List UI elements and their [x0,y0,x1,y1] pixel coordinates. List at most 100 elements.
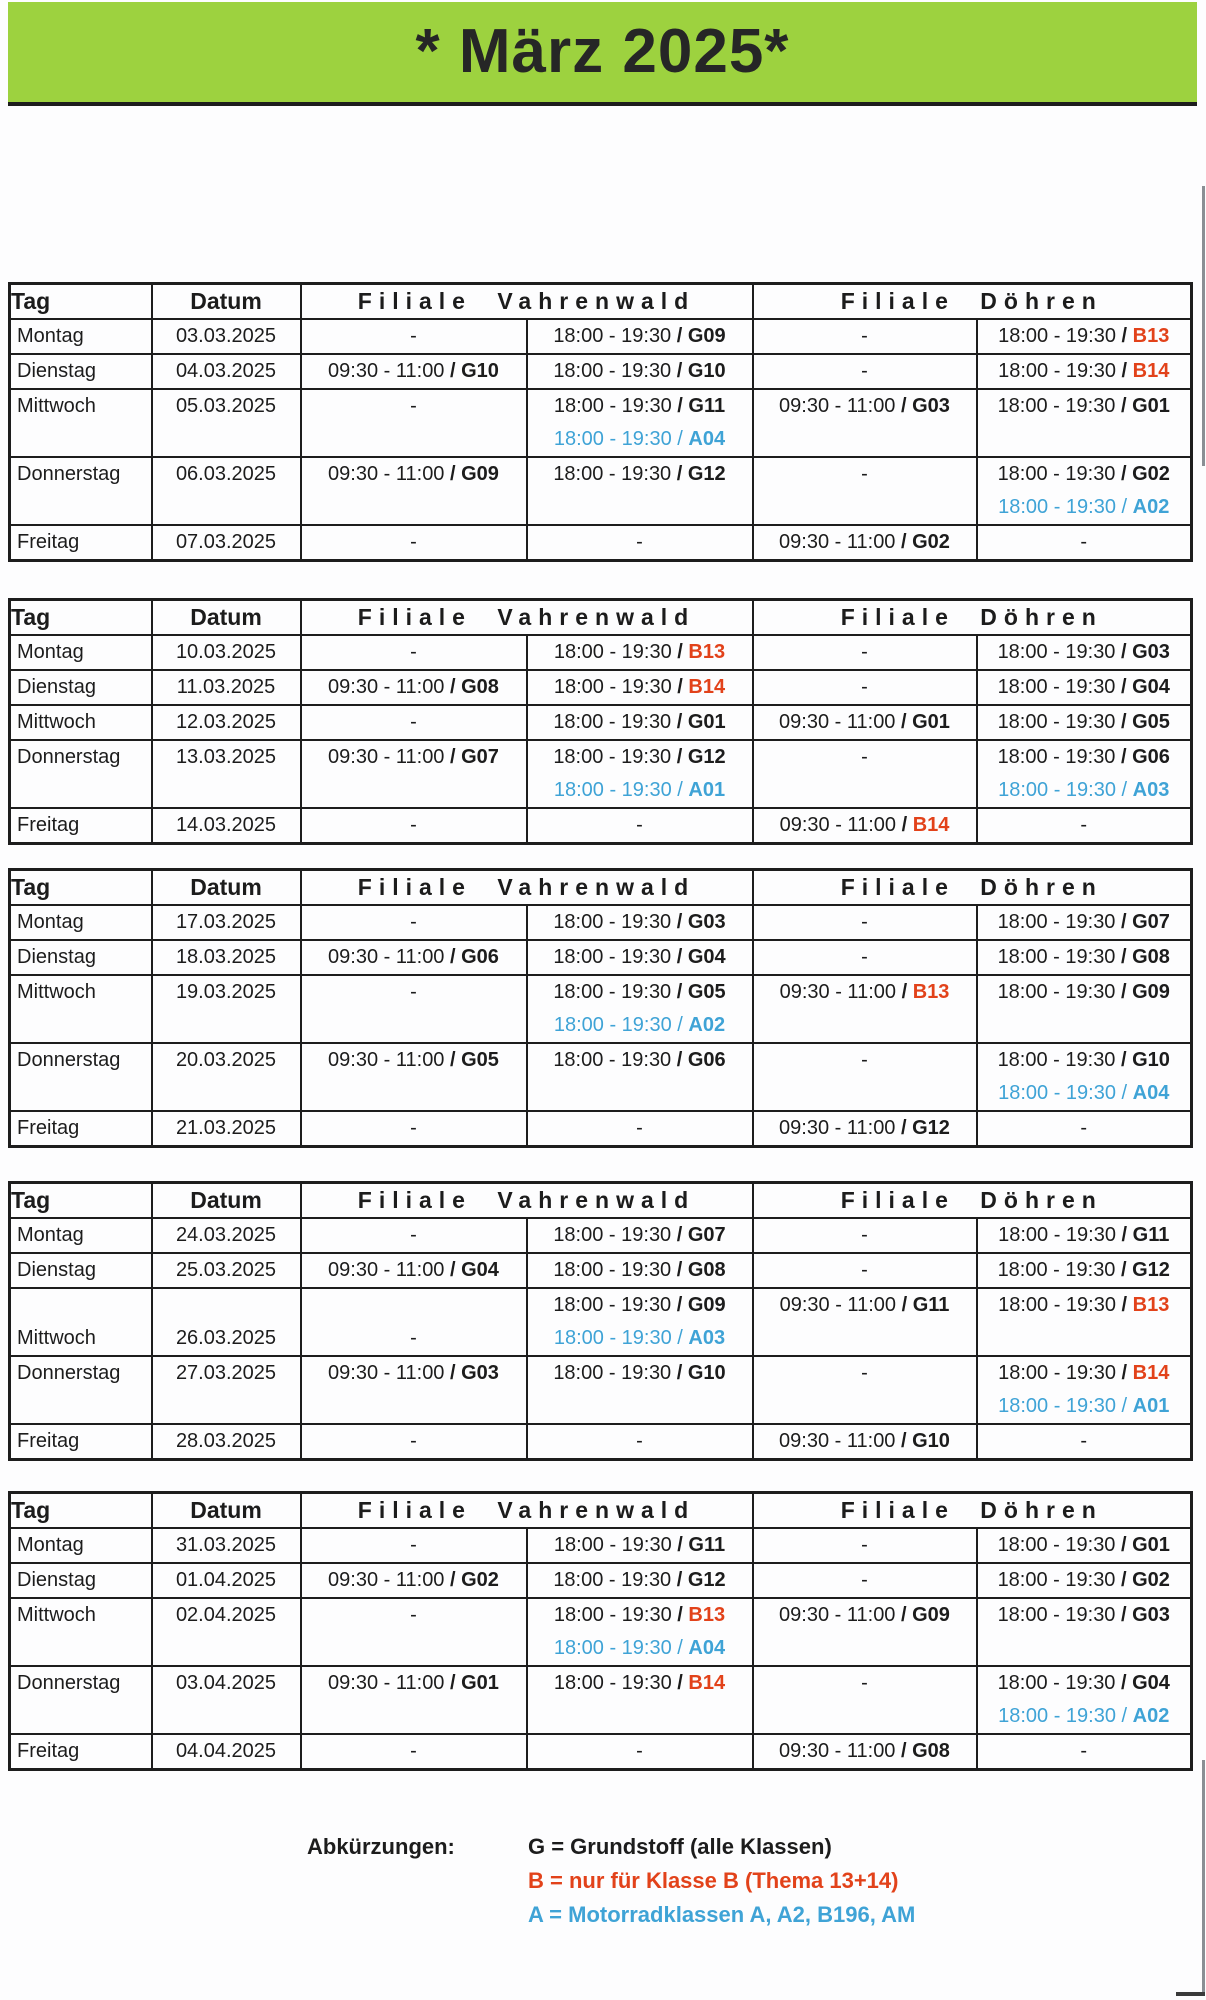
table-row: Mittwoch 12.03.2025-18:00 - 19:30 / G01 09… [8,704,1193,741]
empty-slot: - [861,946,868,968]
slot-cell: 18:00 - 19:30 / G12 [525,1562,754,1599]
date-label: 12.03.2025 [175,711,277,733]
date-cell: 13.03.2025 [150,739,302,809]
session-code: B13 [1132,1294,1170,1316]
slot-cell: 18:00 - 19:30 / G03 [975,634,1193,671]
slot-cell: 18:00 - 19:30 / G01 [525,704,754,741]
legend-items: G = Grundstoff (alle Klassen) B = nur für… [528,1830,915,1932]
session-code: G02 [461,1569,499,1591]
session-entry: 09:30 - 11:00 / G01 [303,1668,525,1700]
col-header-filiale-doehren: Filiale Döhren [751,598,1193,636]
session-separator: / [1121,1259,1133,1281]
col-header-filiale-doehren: Filiale Döhren [751,282,1193,320]
legend-item-0: G = Grundstoff (alle Klassen) [528,1834,832,1859]
slot-cell: 18:00 - 19:30 / B13 [525,634,754,671]
day-label: Donnerstag [17,1362,121,1384]
table-row: Freitag 04.04.2025 - - 09:30 - 11:00 / G08 - [8,1733,1193,1771]
session-time: 18:00 - 19:30 [997,1534,1121,1556]
date-label: 06.03.2025 [175,463,277,485]
session-entry: 09:30 - 11:00 / G08 [303,672,525,703]
session-entry: 18:00 - 19:30 / A04 [529,423,751,455]
day-cell: Donnerstag [8,1042,153,1112]
slot-cell: 18:00 - 19:30 / G11 [525,1527,754,1564]
session-time: 18:00 - 19:30 [553,779,678,801]
session-separator: / [901,395,913,417]
day-cell: Dienstag [8,1562,153,1599]
session-time: 18:00 - 19:30 [553,676,678,698]
legend-item-1: B = nur für Klasse B (Thema 13+14) [528,1868,899,1893]
date-label: 25.03.2025 [175,1259,277,1281]
slot-cell: - [525,524,754,562]
day-cell: Mittwoch [8,704,153,741]
day-cell: Freitag [8,1110,153,1148]
col-header-datum: Datum [150,1491,302,1529]
session-separator: / [901,711,913,733]
date-label: 21.03.2025 [175,1117,277,1139]
session-code: G10 [687,360,726,382]
session-entry: 09:30 - 11:00 / G07 [303,742,525,774]
slot-cell: 18:00 - 19:30 / G05 18:00 - 19:30 / A02 [525,974,754,1044]
date-cell: 02.04.2025 [150,1597,302,1667]
date-cell: 25.03.2025 [150,1252,302,1289]
day-cell: Mittwoch [8,1597,153,1667]
slot-cell: - [751,669,978,706]
session-code: G06 [1132,746,1170,768]
table-header-row: Tag Datum Filiale Vahrenwald Filiale Döhren [8,1181,1193,1219]
session-separator: / [450,1362,462,1384]
date-cell: 21.03.2025 [150,1110,302,1148]
session-separator: / [1121,1705,1133,1727]
date-label: 11.03.2025 [176,676,276,698]
page-title: * März 2025* [415,17,790,86]
session-code: G10 [912,1430,950,1452]
slot-cell: - [525,1110,754,1148]
date-label: 26.03.2025 [175,1327,277,1349]
session-time: 18:00 - 19:30 [998,1705,1122,1727]
slot-cell: - [299,704,528,741]
day-cell: Montag [8,634,153,671]
day-label: Mittwoch [17,395,96,417]
session-separator: / [1121,1082,1133,1104]
session-separator: / [450,1569,462,1591]
slot-cell: - [751,1042,978,1112]
session-separator: / [1121,779,1133,801]
session-code: G07 [461,746,499,768]
session-separator: / [1121,1569,1133,1591]
session-time: 18:00 - 19:30 [553,1327,678,1349]
slot-cell: 18:00 - 19:30 / B13 [975,318,1193,355]
session-code: G06 [687,1049,726,1071]
session-entry: 18:00 - 19:30 / G08 [979,942,1190,973]
session-time: 09:30 - 11:00 [328,946,450,968]
session-code: G03 [461,1362,499,1384]
col-header-datum: Datum [150,598,302,636]
session-entry: 18:00 - 19:30 / G01 [529,707,751,738]
session-time: 09:30 - 11:00 [779,711,901,733]
session-time: 18:00 - 19:30 [553,325,677,347]
session-separator: / [450,463,462,485]
session-entry: 09:30 - 11:00 / B13 [755,977,975,1009]
table-row: Donnerstag 06.03.2025 09:30 - 11:00 / G09 1… [8,456,1193,526]
table-row: Mittwoch 02.04.2025-18:00 - 19:30 / B13 18… [8,1597,1193,1667]
session-entry: 18:00 - 19:30 / G01 [979,391,1190,423]
session-time: 18:00 - 19:30 [553,1014,678,1036]
slot-cell: 18:00 - 19:30 / B13 [975,1287,1193,1357]
session-entry: 18:00 - 19:30 / A01 [979,1390,1190,1422]
empty-slot: - [410,1534,417,1556]
session-code: G04 [461,1259,499,1281]
slot-cell: - [299,1527,528,1564]
session-time: 09:30 - 11:00 [779,531,901,553]
date-cell: 18.03.2025 [150,939,302,976]
empty-slot: - [861,1569,868,1591]
slot-cell: - [525,1733,754,1771]
session-separator: / [1121,946,1133,968]
session-entry: 18:00 - 19:30 / G12 [529,1565,751,1596]
slot-cell: - [751,1252,978,1289]
session-separator: / [1121,496,1133,518]
date-label: 28.03.2025 [175,1430,277,1452]
slot-cell: 09:30 - 11:00 / G12 [751,1110,978,1148]
session-time: 09:30 - 11:00 [328,676,450,698]
session-entry: 18:00 - 19:30 / G03 [529,907,751,938]
session-time: 09:30 - 11:00 [779,1117,901,1139]
session-time: 18:00 - 19:30 [553,428,678,450]
day-label: Dienstag [17,676,96,698]
table-row: Montag 03.03.2025 - 18:00 - 19:30 / G09 - 18:… [8,318,1193,355]
